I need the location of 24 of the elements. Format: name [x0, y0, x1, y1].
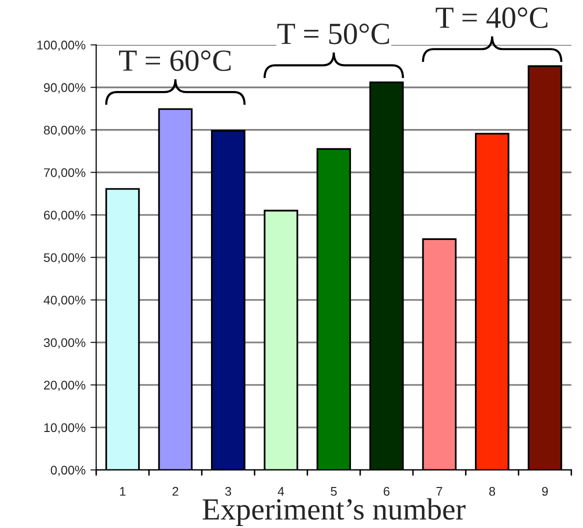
y-tick-label: 20,00% [44, 380, 86, 392]
text: T = 40°C [436, 7, 548, 28]
x-tick-label: 4 [278, 487, 284, 496]
y-tick-label: 90,00% [44, 83, 86, 94]
x-tick-label: 3 [225, 486, 232, 496]
y-tick-label: 100,00% [37, 40, 86, 52]
y-tick-label: 50,00% [44, 253, 86, 264]
x-axis-title: Experiment’s number [202, 498, 466, 526]
x-tick-label: 7 [436, 487, 442, 496]
y-tick-label: 70,00% [44, 168, 86, 179]
y-tick-label: 10,00% [44, 423, 86, 434]
y-tick-label: 0,00% [50, 466, 86, 476]
y-tick-label: 40,00% [44, 296, 86, 306]
y-tick-label: 80,00% [44, 126, 86, 136]
x-tick-label: 6 [384, 486, 390, 496]
y-tick-label: 60,00% [44, 210, 86, 222]
x-tick-label: 5 [330, 487, 337, 496]
text: T = 50°C [277, 24, 389, 44]
x-tick-label: 2 [172, 486, 178, 496]
annotation: T = 60°C [119, 50, 231, 71]
x-tick-label: 8 [489, 486, 496, 496]
y-tick-label: 30,00% [44, 338, 86, 349]
x-tick-label: 9 [542, 486, 548, 496]
x-tick-label: 1 [120, 487, 126, 496]
